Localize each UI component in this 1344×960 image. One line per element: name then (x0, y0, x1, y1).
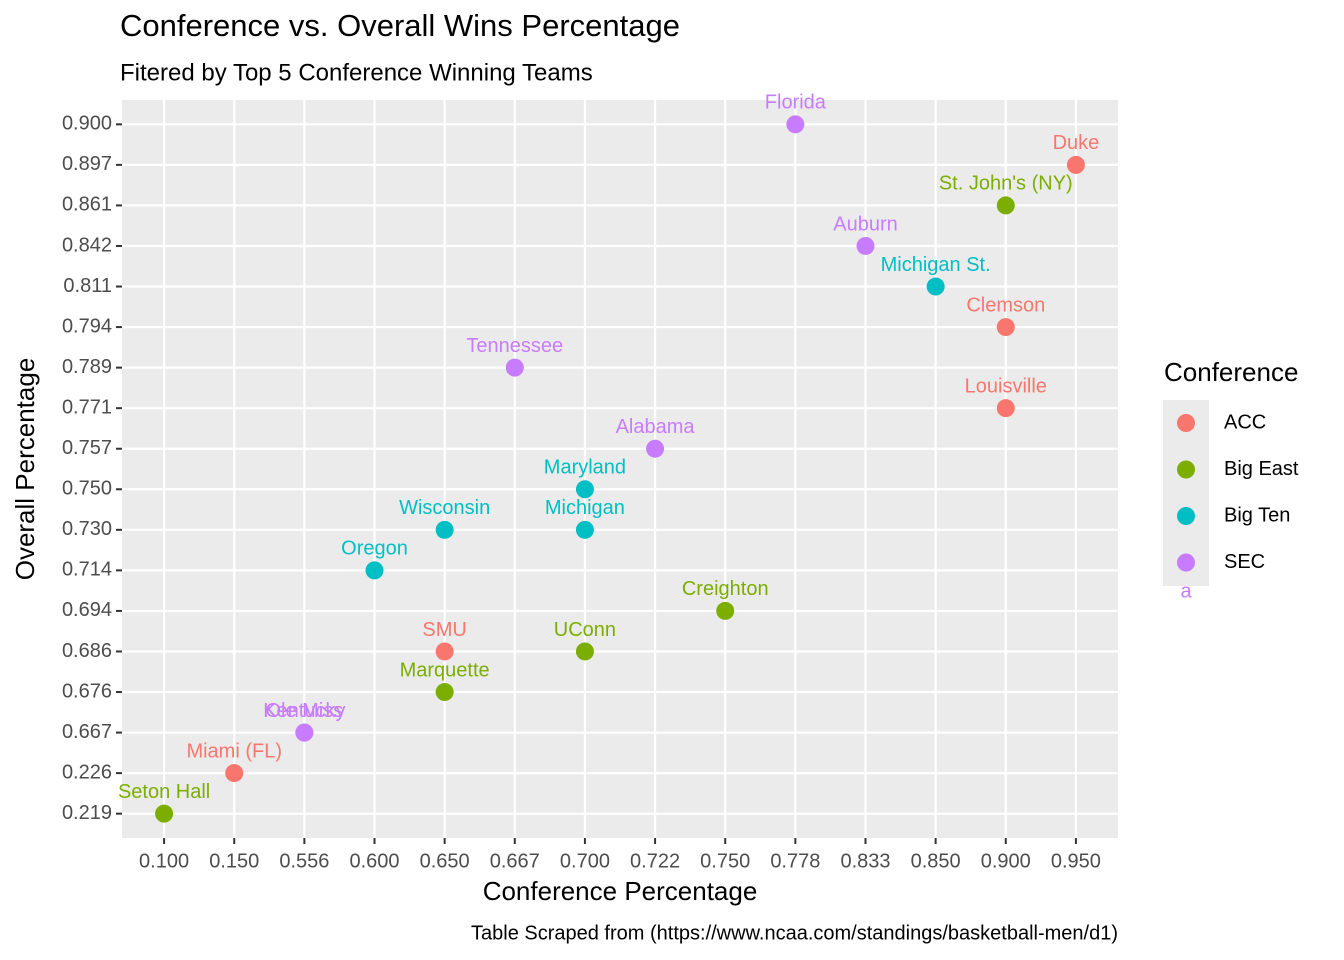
y-tick-label: 0.226 (62, 761, 112, 783)
point-label: Michigan (545, 497, 625, 519)
point-label: Auburn (833, 213, 898, 235)
point-label: Clemson (966, 294, 1045, 316)
point (996, 399, 1015, 418)
point (225, 764, 244, 783)
x-tick-label: 0.778 (770, 850, 820, 872)
point-label: Duke (1053, 132, 1100, 154)
y-tick-label: 0.897 (62, 153, 112, 175)
point (786, 115, 805, 134)
point (155, 804, 174, 823)
point (716, 601, 735, 620)
legend-title: Conference (1164, 357, 1298, 387)
x-tick-label: 0.667 (490, 850, 540, 872)
point-label: Ole Miss (265, 700, 343, 722)
point-label: SMU (422, 619, 466, 641)
y-tick-label: 0.789 (62, 356, 112, 378)
y-tick-label: 0.861 (62, 194, 112, 216)
point (575, 480, 594, 499)
legend-key (1177, 553, 1195, 572)
x-tick-label: 0.700 (560, 850, 610, 872)
y-tick-label: 0.686 (62, 640, 112, 662)
point-label: Seton Hall (118, 781, 210, 803)
y-tick-label: 0.676 (62, 680, 112, 702)
point (435, 683, 454, 702)
chart-title: Conference vs. Overall Wins Percentage (120, 8, 680, 43)
point (295, 723, 314, 742)
legend-key (1177, 507, 1195, 525)
point-label: Maryland (544, 457, 626, 479)
x-tick-label: 0.100 (139, 850, 189, 872)
x-tick-label: 0.833 (840, 850, 890, 872)
chart-subtitle: Fitered by Top 5 Conference Winning Team… (120, 59, 593, 86)
legend-label: Big East (1224, 458, 1299, 480)
point (365, 561, 384, 580)
caption: Table Scraped from (https://www.ncaa.com… (471, 922, 1118, 944)
legend-label: Big Ten (1224, 504, 1290, 526)
point-label: St. John's (NY) (939, 173, 1073, 195)
point-label: Florida (765, 92, 827, 114)
x-tick-label: 0.600 (349, 850, 399, 872)
point (1066, 155, 1085, 174)
y-tick-label: 0.757 (62, 437, 112, 459)
legend-label: SEC (1224, 551, 1265, 573)
point (435, 642, 454, 661)
point (505, 358, 524, 377)
point (996, 196, 1015, 215)
y-tick-label: 0.714 (62, 559, 112, 581)
point-label: UConn (554, 619, 616, 641)
x-tick-label: 0.722 (630, 850, 680, 872)
x-tick-label: 0.150 (209, 850, 259, 872)
x-tick-label: 0.750 (700, 850, 750, 872)
y-axis-label: Overall Percentage (10, 358, 40, 581)
point-label: Wisconsin (399, 497, 490, 519)
point-label: Alabama (616, 416, 696, 438)
y-tick-label: 0.750 (62, 478, 112, 500)
x-tick-label: 0.850 (911, 850, 961, 872)
y-tick-label: 0.667 (62, 721, 112, 743)
y-tick-label: 0.771 (62, 396, 112, 418)
legend-glyph-text: a (1180, 580, 1192, 602)
point-label: Marquette (400, 659, 490, 681)
point-label: Oregon (341, 538, 408, 560)
grid (122, 100, 1118, 838)
point (575, 642, 594, 661)
y-tick-label: 0.900 (62, 113, 112, 135)
y-tick-label: 0.219 (62, 802, 112, 824)
legend-key (1177, 460, 1195, 479)
point-label: Michigan St. (881, 254, 991, 276)
point-label: Louisville (965, 375, 1047, 397)
x-tick-label: 0.900 (981, 850, 1031, 872)
point-label: Miami (FL) (186, 740, 282, 762)
y-tick-label: 0.694 (62, 599, 112, 621)
y-tick-label: 0.730 (62, 518, 112, 540)
point (575, 520, 594, 539)
point (646, 439, 665, 458)
y-tick-label: 0.811 (63, 275, 112, 297)
y-tick-label: 0.842 (62, 234, 112, 256)
x-axis-label: Conference Percentage (483, 876, 758, 906)
point-label: Creighton (682, 578, 769, 600)
point (996, 318, 1015, 337)
panel (122, 100, 1118, 838)
point (926, 277, 945, 296)
point-label: Tennessee (466, 335, 563, 357)
legend-label: ACC (1224, 411, 1266, 433)
point (435, 520, 454, 539)
legend-key (1177, 414, 1195, 432)
point (856, 236, 875, 255)
x-tick-label: 0.950 (1051, 850, 1101, 872)
point-label: Kentucky (263, 700, 345, 722)
y-tick-label: 0.794 (62, 315, 112, 337)
x-tick-label: 0.556 (279, 850, 329, 872)
x-tick-label: 0.650 (420, 850, 470, 872)
